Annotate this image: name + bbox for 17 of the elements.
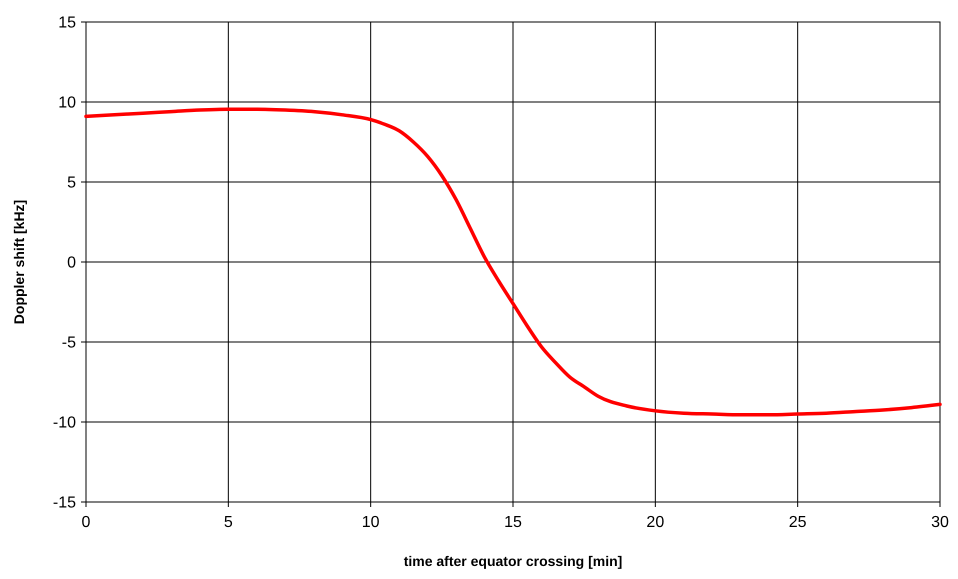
y-tick-label: -10 <box>52 414 76 432</box>
x-tick-label: 25 <box>788 514 807 531</box>
x-axis-title: time after equator crossing [min] <box>404 553 622 569</box>
y-tick-label: -15 <box>52 494 76 512</box>
x-tick-label: 20 <box>646 514 664 531</box>
y-tick-label: 5 <box>67 174 76 192</box>
y-tick-label: 0 <box>67 254 76 272</box>
y-tick-label: 15 <box>58 14 76 32</box>
line-series <box>84 107 942 417</box>
x-tick-label: 30 <box>931 514 949 531</box>
y-tick-label: 10 <box>58 94 76 112</box>
x-tick-label: 0 <box>82 514 91 531</box>
x-tick-label: 10 <box>362 514 380 531</box>
y-tick-label: -5 <box>62 334 76 352</box>
x-tick-label: 5 <box>224 514 233 531</box>
y-axis-title: Doppler shift [kHz] <box>11 200 27 324</box>
x-tick-label: 15 <box>504 514 522 531</box>
